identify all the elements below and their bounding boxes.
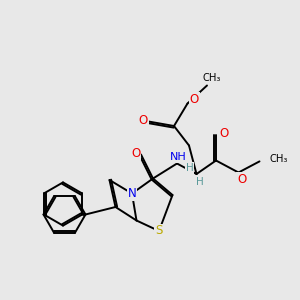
Text: N: N <box>128 187 136 200</box>
Text: NH: NH <box>170 152 187 162</box>
Text: CH₃: CH₃ <box>269 154 287 164</box>
Text: O: O <box>139 113 148 127</box>
Text: O: O <box>190 93 199 106</box>
Text: H: H <box>186 163 194 173</box>
Text: O: O <box>237 172 246 186</box>
Text: O: O <box>131 146 140 160</box>
Text: CH₃: CH₃ <box>202 73 221 83</box>
Text: O: O <box>219 127 228 140</box>
Text: S: S <box>155 224 163 238</box>
Text: H: H <box>196 177 203 188</box>
